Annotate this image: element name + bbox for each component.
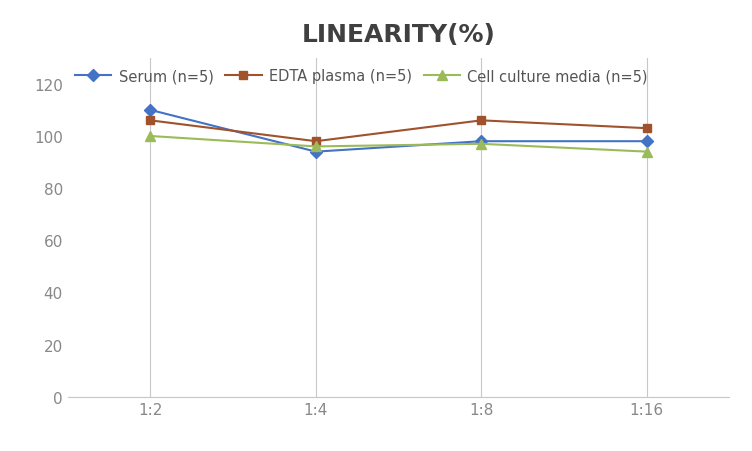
Serum (n=5) [477,139,486,145]
Line: Serum (n=5): Serum (n=5) [146,106,651,156]
Serum (n=5) [642,139,651,145]
Cell culture media (n=5) [311,144,320,150]
Serum (n=5) [311,150,320,155]
Legend: Serum (n=5), EDTA plasma (n=5), Cell culture media (n=5): Serum (n=5), EDTA plasma (n=5), Cell cul… [75,69,648,84]
EDTA plasma (n=5) [477,118,486,124]
Serum (n=5) [146,108,155,113]
Line: Cell culture media (n=5): Cell culture media (n=5) [146,132,651,157]
Cell culture media (n=5) [477,142,486,147]
Cell culture media (n=5) [146,134,155,139]
EDTA plasma (n=5) [146,118,155,124]
EDTA plasma (n=5) [311,139,320,145]
Line: EDTA plasma (n=5): EDTA plasma (n=5) [146,117,651,146]
Title: LINEARITY(%): LINEARITY(%) [302,23,496,47]
EDTA plasma (n=5) [642,126,651,132]
Cell culture media (n=5) [642,150,651,155]
